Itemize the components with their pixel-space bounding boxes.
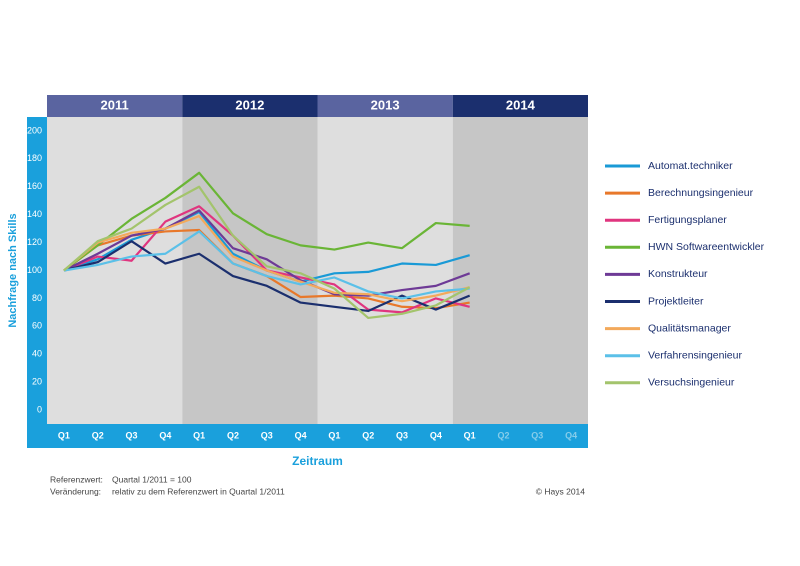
x-tick-label: Q4 (430, 430, 442, 440)
legend-label: Konstrukteur (648, 268, 708, 280)
y-tick-label: 20 (32, 377, 42, 387)
y-tick-label: 40 (32, 349, 42, 359)
y-tick-label: 60 (32, 321, 42, 331)
year-header (452, 95, 588, 117)
y-tick-label: 200 (27, 125, 42, 135)
note-label: Veränderung: (50, 486, 101, 496)
x-axis-label: Zeitraum (292, 454, 343, 468)
source: © Hays 2014 (536, 486, 586, 496)
y-tick-label: 160 (27, 181, 42, 191)
plot-background (452, 117, 588, 424)
x-tick-label: Q2 (227, 430, 239, 440)
legend-label: Versuchsingenieur (648, 377, 735, 389)
series-line (63, 209, 471, 297)
series-line (63, 185, 471, 320)
x-tick-label: Q1 (193, 430, 205, 440)
year-label: 2014 (506, 97, 536, 112)
y-tick-label: 180 (27, 153, 42, 163)
x-tick-label: Q4 (159, 430, 171, 440)
x-tick-label: Q1 (58, 430, 70, 440)
x-tick-label: Q2 (497, 430, 509, 440)
series-line (63, 230, 470, 300)
x-tick-label: Q4 (565, 430, 577, 440)
year-header (317, 95, 453, 117)
y-axis-band (27, 117, 47, 424)
y-tick-label: 0 (37, 404, 42, 414)
year-label: 2012 (235, 97, 264, 112)
legend-label: Berechnungsingenieur (648, 187, 754, 199)
legend-label: HWN Softwareentwickler (648, 241, 765, 253)
year-header (182, 95, 318, 117)
x-tick-label: Q2 (362, 430, 374, 440)
x-tick-label: Q1 (328, 430, 340, 440)
series-line (63, 240, 471, 313)
x-tick-label: Q4 (295, 430, 307, 440)
year-label: 2011 (101, 97, 129, 112)
legend-label: Projektleiter (648, 295, 704, 307)
x-axis-band (27, 424, 588, 448)
x-tick-label: Q2 (92, 430, 104, 440)
series-line (63, 171, 470, 272)
note-text: relativ zu dem Referenzwert in Quartal 1… (112, 486, 285, 496)
y-tick-label: 100 (27, 265, 42, 275)
x-tick-label: Q1 (464, 430, 476, 440)
year-header (47, 95, 183, 117)
note-text: Quartal 1/2011 = 100 (112, 474, 192, 484)
year-label: 2013 (371, 97, 400, 112)
legend-label: Fertigungsplaner (648, 214, 727, 226)
x-tick-label: Q3 (531, 430, 543, 440)
x-tick-label: Q3 (396, 430, 408, 440)
note-label: Referenzwert: (50, 474, 103, 484)
y-tick-label: 80 (32, 293, 42, 303)
plot-background (317, 117, 453, 424)
y-axis-label: Nachfrage nach Skills (7, 213, 19, 327)
y-tick-label: 140 (27, 209, 42, 219)
y-tick-label: 120 (27, 237, 42, 247)
x-tick-label: Q3 (126, 430, 138, 440)
legend-label: Qualitätsmanager (648, 322, 731, 334)
legend-label: Automat.techniker (648, 160, 733, 172)
series-line (63, 214, 470, 303)
x-tick-label: Q3 (261, 430, 273, 440)
legend-label: Verfahrensingenieur (648, 349, 742, 361)
